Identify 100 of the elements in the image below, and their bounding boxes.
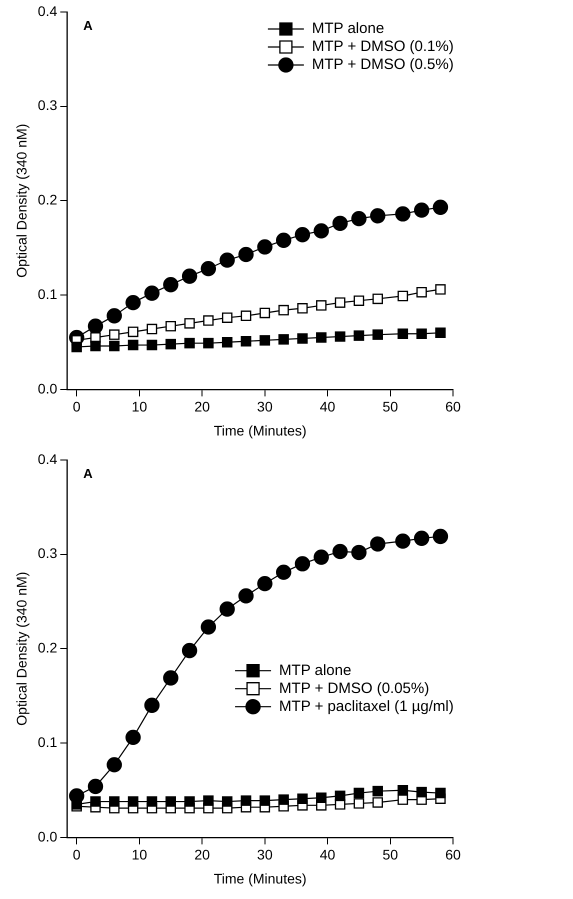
point — [240, 336, 252, 347]
point — [144, 698, 160, 713]
x-tick-label: 60 — [445, 846, 461, 863]
point — [106, 757, 122, 772]
point — [260, 335, 270, 346]
point — [203, 795, 214, 806]
point — [166, 320, 176, 332]
point — [163, 277, 178, 292]
point — [395, 206, 410, 222]
point — [71, 342, 82, 352]
point — [184, 796, 195, 807]
point — [354, 330, 364, 341]
x-axis-title: Time (Minutes) — [214, 422, 307, 438]
point — [316, 300, 327, 311]
point — [416, 786, 427, 798]
point — [372, 786, 383, 796]
point — [278, 304, 289, 316]
point — [416, 328, 427, 339]
point — [372, 294, 383, 304]
point — [182, 268, 198, 284]
annotation: A — [83, 466, 94, 482]
y-tick-label: 0.2 — [38, 640, 58, 656]
y-tick-label: 0.4 — [38, 450, 58, 467]
point — [435, 284, 446, 295]
point — [398, 794, 408, 805]
y-axis-title: Optical Density (340 nM) — [13, 572, 30, 726]
point — [276, 232, 292, 248]
point — [372, 797, 383, 808]
point — [354, 788, 364, 798]
point — [238, 588, 254, 604]
point — [395, 533, 410, 549]
point — [163, 670, 178, 686]
x-tick-label: 10 — [132, 398, 148, 415]
point — [146, 796, 158, 807]
x-tick-label: 50 — [382, 846, 398, 863]
point — [238, 246, 254, 262]
y-tick-label: 0.3 — [38, 545, 58, 562]
point — [297, 793, 308, 804]
point — [278, 334, 289, 345]
point — [146, 340, 158, 350]
y-tick-label: 0.4 — [38, 2, 58, 19]
point — [354, 798, 364, 809]
annotation: A — [83, 18, 94, 34]
y-tick-label: 0.3 — [38, 97, 58, 114]
point — [297, 333, 308, 344]
point — [372, 329, 383, 340]
y-axis-title: Optical Density (340 nM) — [13, 124, 30, 278]
y-tick-label: 0.0 — [38, 380, 58, 396]
point — [351, 544, 367, 560]
point — [90, 796, 101, 807]
point — [125, 294, 141, 310]
point — [240, 310, 252, 322]
x-tick-label: 0 — [72, 398, 81, 415]
point — [414, 530, 430, 546]
point — [278, 794, 289, 805]
x-tick-label: 40 — [320, 398, 336, 415]
point — [200, 619, 216, 635]
point — [220, 601, 235, 617]
point — [398, 328, 408, 339]
point — [90, 340, 101, 352]
x-axis-title: Time (Minutes) — [214, 870, 307, 886]
point — [109, 329, 120, 340]
point — [109, 796, 120, 807]
x-tick-label: 60 — [445, 398, 461, 415]
point — [314, 223, 329, 239]
legend-label: MTP alone — [312, 20, 384, 38]
point — [88, 778, 104, 794]
point — [398, 784, 408, 796]
y-tick-label: 0.1 — [38, 286, 58, 302]
point — [276, 564, 292, 580]
legend-label: MTP + DMSO (0.1%) — [312, 38, 454, 56]
x-tick-label: 30 — [257, 398, 273, 415]
point — [125, 730, 141, 746]
point — [316, 332, 327, 343]
x-tick-label: 20 — [194, 398, 210, 415]
point — [370, 536, 386, 552]
x-tick-label: 30 — [257, 846, 273, 863]
point — [146, 324, 158, 334]
point — [435, 328, 446, 338]
point — [260, 795, 270, 806]
legend-label: MTP + paclitaxel (1 µg/ml) — [279, 698, 454, 715]
point — [128, 326, 138, 338]
point — [416, 286, 427, 298]
point — [88, 318, 104, 334]
point — [109, 340, 120, 352]
legend-label: MTP + DMSO (0.05%) — [279, 680, 430, 697]
point — [106, 308, 122, 324]
point — [316, 792, 327, 804]
point — [222, 312, 232, 323]
point — [200, 260, 216, 276]
point — [297, 303, 308, 314]
point — [128, 340, 138, 350]
point — [414, 202, 430, 218]
point — [203, 315, 214, 326]
point — [435, 788, 446, 798]
point — [166, 338, 176, 350]
point — [432, 528, 448, 544]
point — [334, 331, 346, 342]
point — [182, 642, 198, 658]
point — [144, 286, 160, 301]
